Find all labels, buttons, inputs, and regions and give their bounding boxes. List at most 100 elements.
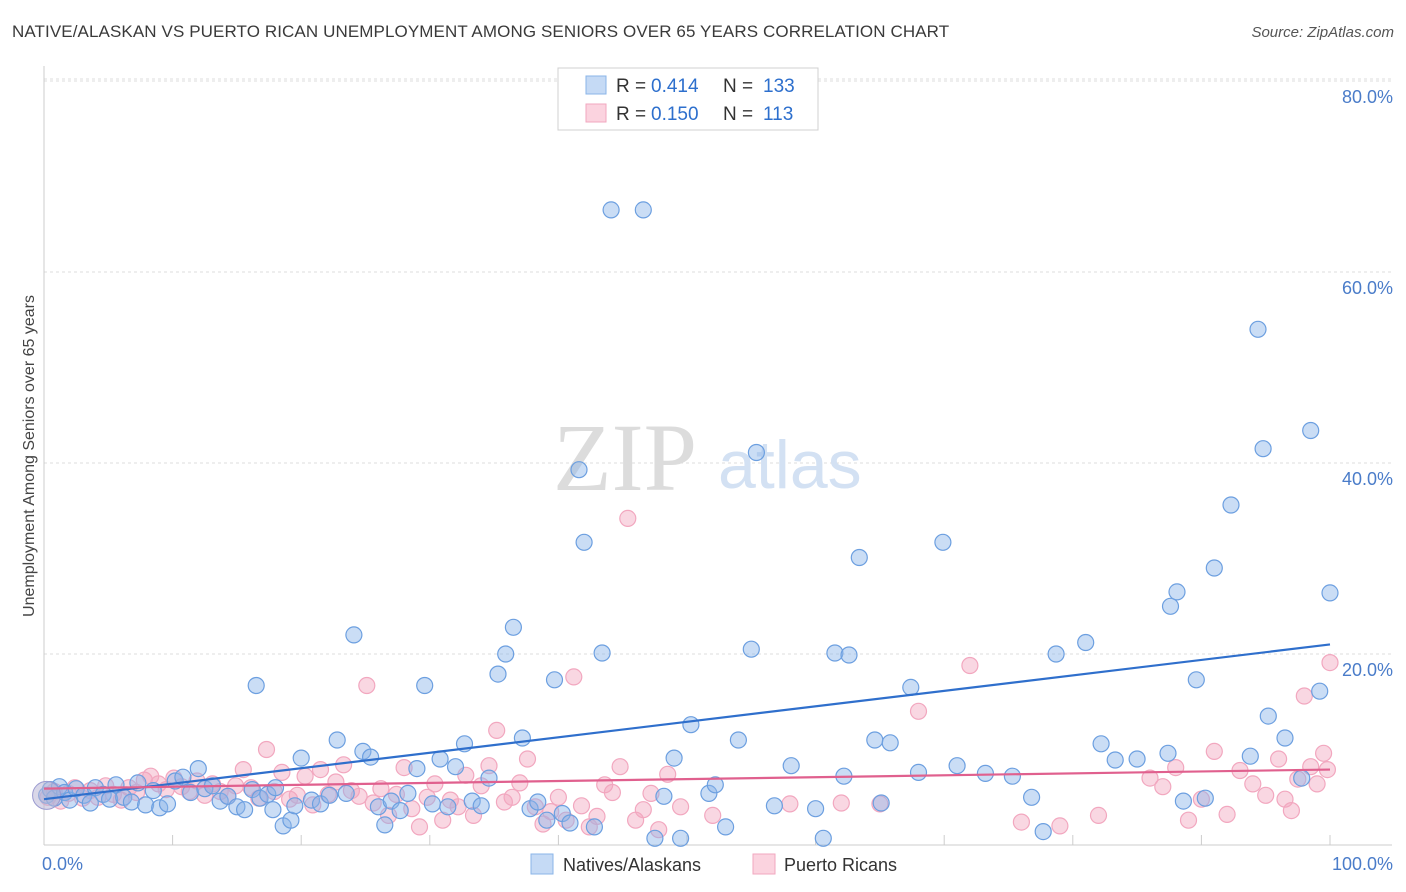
natives-alaskans-point-103 (934, 533, 952, 551)
puerto-ricans-point-80 (650, 821, 668, 839)
natives-alaskans-point-119 (1196, 789, 1214, 807)
puerto-ricans-point-49 (410, 818, 429, 836)
natives-alaskans-point-97 (850, 548, 868, 567)
puerto-ricans-point-86 (871, 795, 889, 813)
natives-alaskans-point-82 (671, 829, 690, 847)
puerto-ricans-point-47 (395, 758, 413, 777)
natives-alaskans-point-69 (538, 811, 556, 829)
puerto-ricans-point-92 (1141, 769, 1159, 787)
natives-alaskans-point-38 (286, 797, 304, 815)
natives-alaskans-point-118 (1187, 671, 1205, 689)
natives-alaskans-point-84 (700, 784, 718, 803)
axes (43, 66, 1392, 846)
natives-alaskans-point-81 (665, 749, 683, 767)
puerto-ricans-point-90 (1051, 817, 1069, 835)
bottom-legend-swatch-blue (530, 853, 554, 875)
puerto-ricans-point-89 (1012, 813, 1031, 831)
natives-alaskans-point-31 (251, 789, 269, 807)
natives-alaskans-point-39 (292, 749, 310, 767)
natives-alaskans-point-88 (742, 640, 760, 658)
natives-alaskans-point-12 (107, 776, 125, 794)
legend-n-value-2: 113 (763, 104, 793, 125)
bottom-legend: Natives/Alaskans Puerto Ricans (530, 853, 897, 875)
puerto-ricans-point-76 (619, 509, 637, 528)
watermark: ZIP atlas (553, 404, 862, 511)
puerto-ricans-point-94 (1167, 758, 1185, 777)
puerto-ricans-point-82 (671, 798, 690, 816)
puerto-ricans-point-79 (642, 784, 660, 803)
natives-alaskans-point-113 (1128, 750, 1146, 768)
natives-alaskans-point-68 (529, 793, 547, 811)
natives-alaskans-point-120 (1205, 559, 1223, 577)
natives-alaskans-point-80 (655, 787, 673, 805)
natives-alaskans-point-102 (909, 763, 928, 782)
puerto-ricans-point-102 (1269, 750, 1288, 768)
natives-alaskans-point-104 (948, 757, 966, 775)
puerto-ricans-point-85 (832, 794, 850, 812)
natives-alaskans-point-109 (1047, 645, 1065, 663)
puerto-ricans-point-69 (565, 668, 583, 686)
natives-alaskans-point-14 (122, 793, 140, 811)
puerto-ricans-point-34 (296, 767, 314, 785)
bottom-legend-label-puerto-ricans: Puerto Ricans (784, 855, 897, 875)
legend-r-value-2: 0.150 (651, 104, 699, 125)
puerto-ricans-point-62 (511, 774, 529, 792)
natives-alaskans-point-107 (1022, 788, 1041, 806)
natives-alaskans-point-116 (1168, 583, 1186, 601)
natives-alaskans-point-11 (100, 790, 119, 808)
natives-alaskans-point-94 (826, 644, 844, 662)
natives-alaskans-point-29 (236, 801, 254, 819)
puerto-ricans-point-97 (1205, 742, 1223, 761)
puerto-ricans-point-72 (588, 807, 606, 826)
natives-alaskans-point-64 (497, 645, 515, 663)
natives-alaskans-point-106 (1003, 767, 1022, 785)
puerto-ricans-point-108 (1308, 775, 1326, 793)
natives-alaskans-point-122 (1241, 747, 1259, 765)
natives-alaskans-point-128 (1302, 421, 1320, 440)
natives-alaskans-point-42 (320, 786, 339, 804)
natives-alaskans-point-117 (1174, 792, 1193, 810)
y-tick-label-0: 20.0% (1342, 660, 1393, 680)
natives-alaskans-point-112 (1106, 751, 1124, 769)
legend-n-label-2: N = (723, 104, 753, 125)
puerto-ricans-point-75 (611, 758, 629, 776)
bottom-legend-swatch-pink (752, 853, 776, 875)
natives-alaskans-point-93 (814, 829, 832, 847)
puerto-ricans-point-98 (1218, 805, 1236, 824)
natives-alaskans-point-83 (682, 716, 700, 734)
puerto-ricans-point-41 (350, 787, 368, 805)
series-natives-alaskans-points (32, 201, 1339, 847)
natives-alaskans-point-23 (189, 759, 207, 778)
puerto-ricans-point-61 (503, 788, 521, 806)
natives-alaskans-point-74 (575, 533, 593, 551)
puerto-ricans-point-100 (1244, 775, 1262, 793)
natives-alaskans-point-90 (765, 797, 784, 815)
puerto-ricans-point-31 (273, 763, 291, 782)
legend-swatch-blue (585, 75, 607, 95)
legend-r-label-1: R = (616, 76, 646, 97)
natives-alaskans-point-79 (646, 829, 664, 847)
natives-alaskans-point-70 (545, 671, 564, 689)
grid-lines (44, 78, 1392, 655)
natives-alaskans-point-66 (513, 729, 532, 747)
natives-alaskans-point-105 (976, 764, 995, 783)
y-tick-label-2: 60.0% (1342, 278, 1393, 298)
natives-alaskans-point-115 (1161, 597, 1180, 615)
natives-alaskans-point-99 (872, 794, 890, 812)
natives-alaskans-point-96 (840, 646, 858, 664)
puerto-ricans-point-104 (1282, 801, 1301, 820)
watermark-atlas: atlas (718, 427, 862, 503)
natives-alaskans-point-121 (1222, 496, 1240, 514)
natives-alaskans-point-114 (1159, 744, 1177, 762)
y-axis-label: Unemployment Among Seniors over 65 years (21, 295, 38, 617)
natives-alaskans-point-129 (1311, 682, 1329, 700)
natives-alaskans-point-49 (376, 816, 394, 834)
natives-alaskans-point-77 (602, 201, 620, 219)
natives-alaskans-point-76 (593, 644, 611, 662)
natives-alaskans-point-51 (391, 801, 409, 820)
natives-alaskans-point-52 (399, 784, 417, 803)
natives-alaskans-point-41 (311, 795, 330, 813)
puerto-ricans-point-29 (257, 740, 276, 759)
series-puerto-ricans-points (39, 509, 1339, 839)
natives-alaskans-point-110 (1077, 633, 1095, 652)
